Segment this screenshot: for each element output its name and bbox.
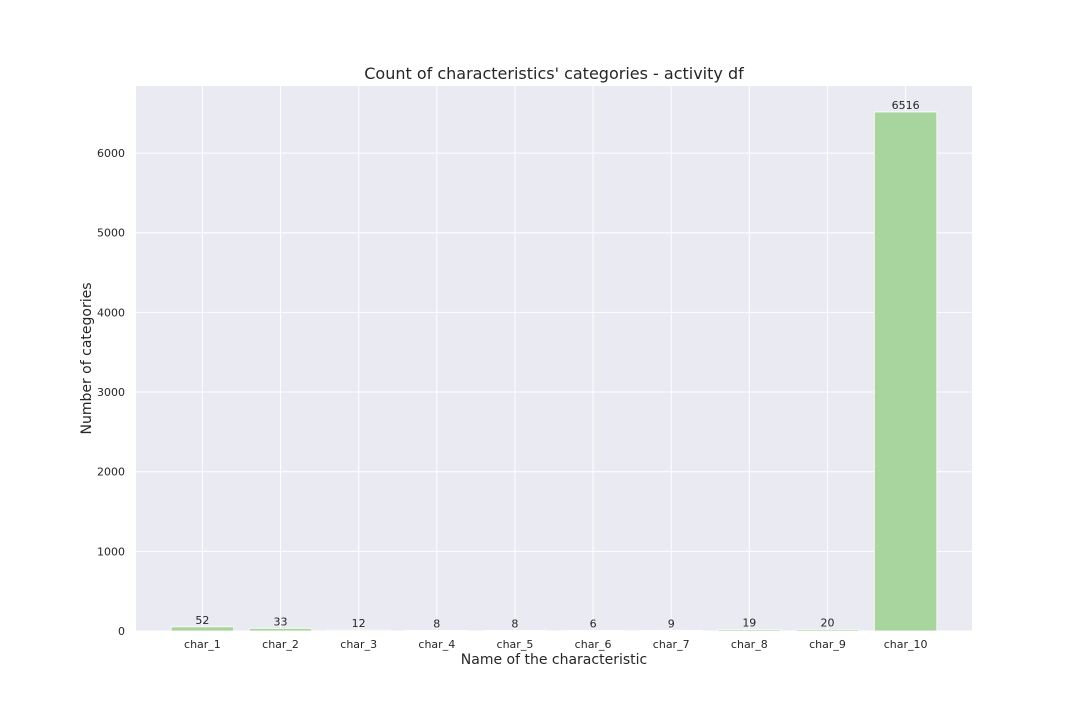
data-label-char_9: 20 bbox=[820, 616, 834, 629]
bar-char_1 bbox=[170, 626, 235, 632]
bar-char_9 bbox=[795, 629, 860, 632]
data-label-char_8: 19 bbox=[742, 616, 756, 629]
y-tick-label: 6000 bbox=[97, 147, 125, 160]
chart-title: Count of characteristics' categories - a… bbox=[364, 64, 744, 83]
data-label-char_1: 52 bbox=[195, 614, 209, 627]
data-labels: 52 33 12 8 8 6 9 19 20 6516 bbox=[195, 99, 919, 631]
bar-char_8 bbox=[717, 629, 781, 632]
bar-char_5 bbox=[483, 629, 547, 632]
x-tick-label-char_5: char_5 bbox=[497, 638, 534, 651]
bar-char_2 bbox=[248, 627, 313, 632]
y-tick-label: 3000 bbox=[97, 386, 125, 399]
x-tick-label-char_7: char_7 bbox=[653, 638, 690, 651]
y-tick-label: 0 bbox=[118, 625, 125, 638]
bars bbox=[170, 111, 938, 632]
y-tick-label: 5000 bbox=[97, 227, 125, 240]
x-tick-label-char_1: char_1 bbox=[184, 638, 221, 651]
bar-char_10 bbox=[873, 111, 938, 632]
data-label-char_6: 6 bbox=[590, 618, 597, 631]
y-axis-label: Number of categories bbox=[79, 282, 95, 434]
y-tick-labels: 0 1000 2000 3000 4000 5000 6000 bbox=[97, 147, 125, 638]
bar-char_7 bbox=[639, 629, 703, 632]
x-axis-label: Name of the characteristic bbox=[461, 652, 647, 668]
data-label-char_5: 8 bbox=[511, 617, 518, 630]
x-tick-label-char_10: char_10 bbox=[884, 638, 928, 651]
data-label-char_2: 33 bbox=[274, 615, 288, 628]
data-label-char_7: 9 bbox=[668, 617, 675, 630]
x-tick-label-char_6: char_6 bbox=[575, 638, 612, 651]
x-tick-label-char_9: char_9 bbox=[809, 638, 846, 651]
data-label-char_4: 8 bbox=[433, 617, 440, 630]
y-tick-label: 2000 bbox=[97, 466, 125, 479]
bar-char_4 bbox=[405, 629, 469, 632]
x-tick-label-char_2: char_2 bbox=[262, 638, 299, 651]
x-tick-label-char_4: char_4 bbox=[418, 638, 455, 651]
x-tick-labels: char_1 char_2 char_3 char_4 char_5 char_6 char… bbox=[184, 638, 927, 651]
data-label-char_10: 6516 bbox=[892, 99, 920, 112]
y-tick-label: 1000 bbox=[97, 545, 125, 558]
plot-area bbox=[136, 86, 972, 631]
bar-char_3 bbox=[327, 629, 391, 632]
y-tick-label: 4000 bbox=[97, 306, 125, 319]
grid bbox=[136, 86, 972, 632]
x-tick-label-char_8: char_8 bbox=[731, 638, 768, 651]
x-tick-label-char_3: char_3 bbox=[340, 638, 377, 651]
data-label-char_3: 12 bbox=[352, 617, 366, 630]
